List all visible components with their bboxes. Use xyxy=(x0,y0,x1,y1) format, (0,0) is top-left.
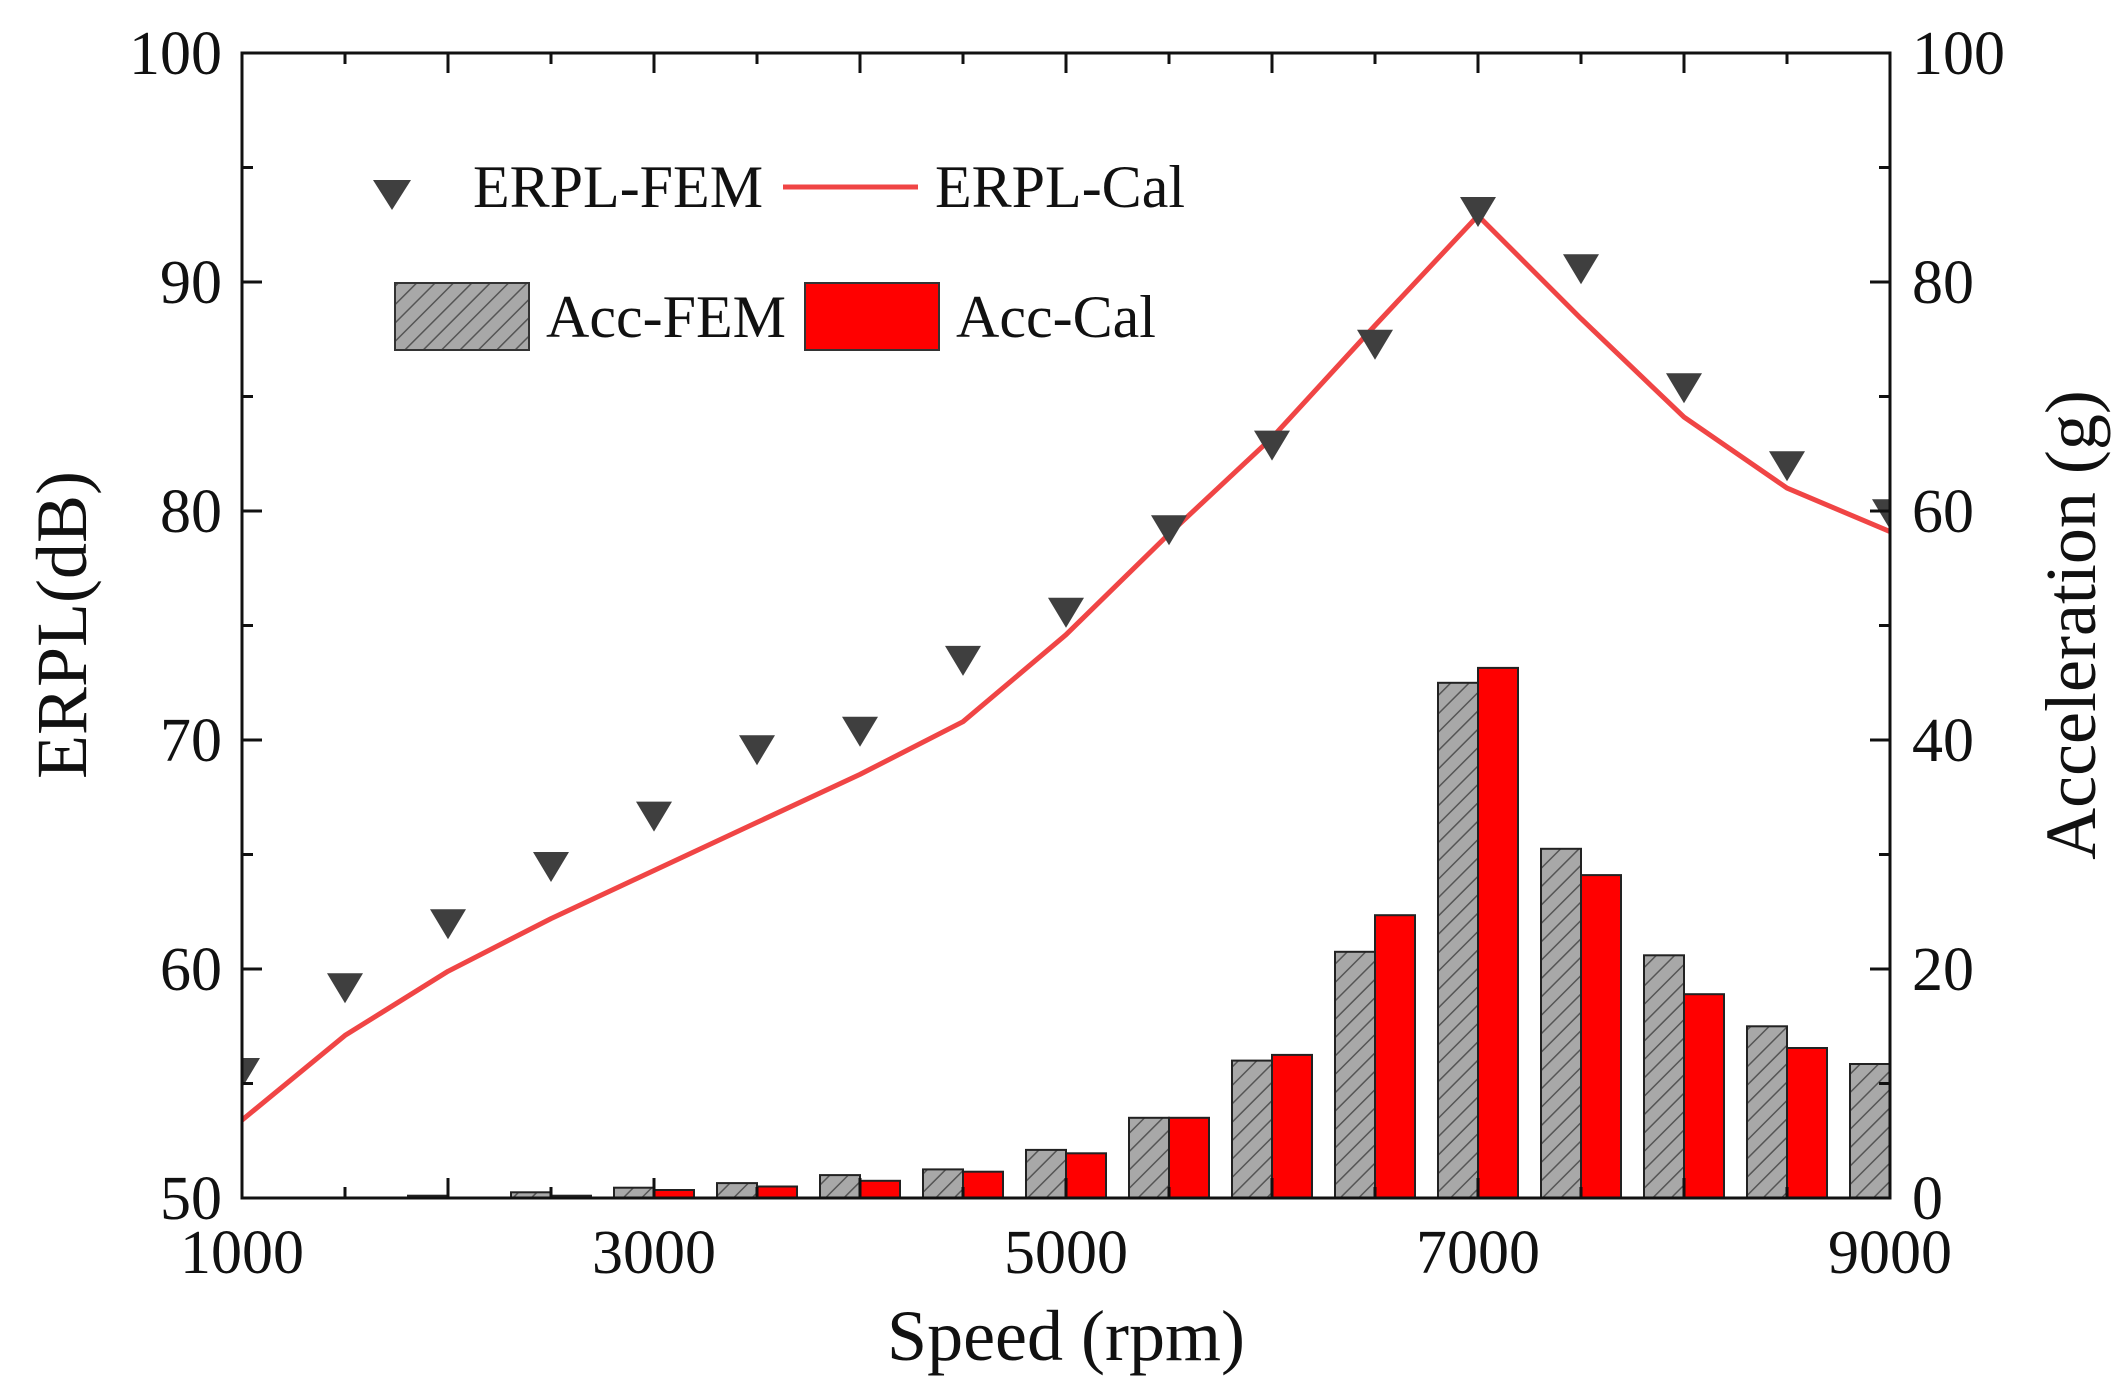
marker-erpl-fem xyxy=(430,909,466,940)
y-left-tick-label: 70 xyxy=(160,707,222,775)
y-right-tick-label: 20 xyxy=(1912,936,1974,1004)
y-left-tick-label: 100 xyxy=(129,20,222,88)
x-tick-label: 5000 xyxy=(1004,1219,1128,1287)
bar-acc-cal xyxy=(1271,1053,1313,1198)
marker-erpl-fem xyxy=(1872,499,1890,530)
marker-erpl-fem xyxy=(636,801,672,832)
bar-acc-cal xyxy=(859,1179,901,1198)
marker-layer xyxy=(242,197,1890,1088)
bar-acc-cal xyxy=(1580,874,1622,1198)
bar-acc-fem xyxy=(1643,954,1685,1198)
bar-acc-cal xyxy=(1477,666,1519,1198)
x-tick-label: 1000 xyxy=(180,1219,304,1287)
marker-erpl-fem xyxy=(1666,373,1702,404)
marker-erpl-fem xyxy=(945,645,981,676)
x-tick-label: 7000 xyxy=(1416,1219,1540,1287)
y-right-tick-label: 60 xyxy=(1912,478,1974,546)
bar-acc-fem xyxy=(1231,1059,1273,1198)
bar-acc-cal xyxy=(1065,1152,1107,1198)
marker-erpl-fem xyxy=(1254,430,1290,461)
legend-swatch-acc-cal xyxy=(804,282,940,351)
bar-acc-fem xyxy=(1334,950,1376,1198)
marker-erpl-fem xyxy=(327,973,363,1004)
bar-acc-fem xyxy=(1025,1148,1067,1198)
bar-acc-fem xyxy=(1540,847,1582,1198)
bar-acc-fem xyxy=(1128,1116,1170,1198)
legend: ERPL-FEM ERPL-Cal Acc-FEM Acc-Cal xyxy=(373,154,1185,351)
bar-acc-fem xyxy=(613,1186,655,1198)
y-right-tick-label: 80 xyxy=(1912,249,1974,317)
y-right-tick-label: 0 xyxy=(1912,1165,1943,1233)
legend-label-acc-fem: Acc-FEM xyxy=(546,284,786,350)
legend-marker-erpl-fem xyxy=(373,180,411,210)
bar-acc-cal xyxy=(1374,914,1416,1198)
y-left-tick-label: 90 xyxy=(160,249,222,317)
marker-erpl-fem xyxy=(1769,451,1805,482)
bar-acc-cal xyxy=(1786,1047,1828,1198)
x-tick-label: 3000 xyxy=(592,1219,716,1287)
bar-acc-cal xyxy=(1168,1116,1210,1198)
marker-erpl-fem xyxy=(1048,597,1084,628)
bar-acc-cal xyxy=(1683,993,1725,1198)
tick-label-layer: 1000 3000 5000 7000 900050607080901000204060… xyxy=(129,20,2005,1287)
marker-erpl-fem xyxy=(842,716,878,747)
line-erpl-cal xyxy=(242,213,1890,1123)
marker-erpl-fem xyxy=(1357,329,1393,360)
y-right-tick-label: 100 xyxy=(1912,20,2005,88)
bar-acc-fem xyxy=(922,1168,964,1198)
tick-layer xyxy=(240,51,1892,1200)
marker-erpl-fem xyxy=(533,852,569,882)
bar-acc-cal xyxy=(756,1185,798,1198)
y-right-tick-label: 40 xyxy=(1912,707,1974,775)
y-axis-left-title: ERPL(dB) xyxy=(22,471,102,779)
bar-acc-fem xyxy=(1849,1063,1890,1198)
legend-swatch-acc-fem xyxy=(394,282,530,351)
x-axis-title: Speed (rpm) xyxy=(887,1296,1245,1376)
marker-erpl-fem xyxy=(739,735,775,766)
bar-acc-fem xyxy=(716,1182,758,1198)
y-axis-right-title: Acceleration (g) xyxy=(2031,390,2111,860)
legend-label-erpl-fem: ERPL-FEM xyxy=(473,154,763,220)
bar-acc-fem xyxy=(1437,681,1479,1198)
line-layer xyxy=(242,213,1890,1123)
y-left-tick-label: 80 xyxy=(160,478,222,546)
bar-acc-cal xyxy=(962,1170,1004,1198)
legend-label-erpl-cal: ERPL-Cal xyxy=(935,154,1185,220)
x-tick-label: 9000 xyxy=(1828,1219,1952,1287)
y-left-tick-label: 50 xyxy=(160,1165,222,1233)
legend-label-acc-cal: Acc-Cal xyxy=(956,284,1156,350)
bar-acc-fem xyxy=(819,1174,861,1198)
marker-erpl-fem xyxy=(1563,254,1599,285)
bar-acc-fem xyxy=(1746,1025,1788,1198)
marker-erpl-fem xyxy=(1460,197,1496,227)
marker-erpl-fem xyxy=(1151,515,1187,546)
bar-layer xyxy=(407,666,1890,1198)
y-left-tick-label: 60 xyxy=(160,936,222,1004)
marker-erpl-fem xyxy=(242,1058,260,1088)
